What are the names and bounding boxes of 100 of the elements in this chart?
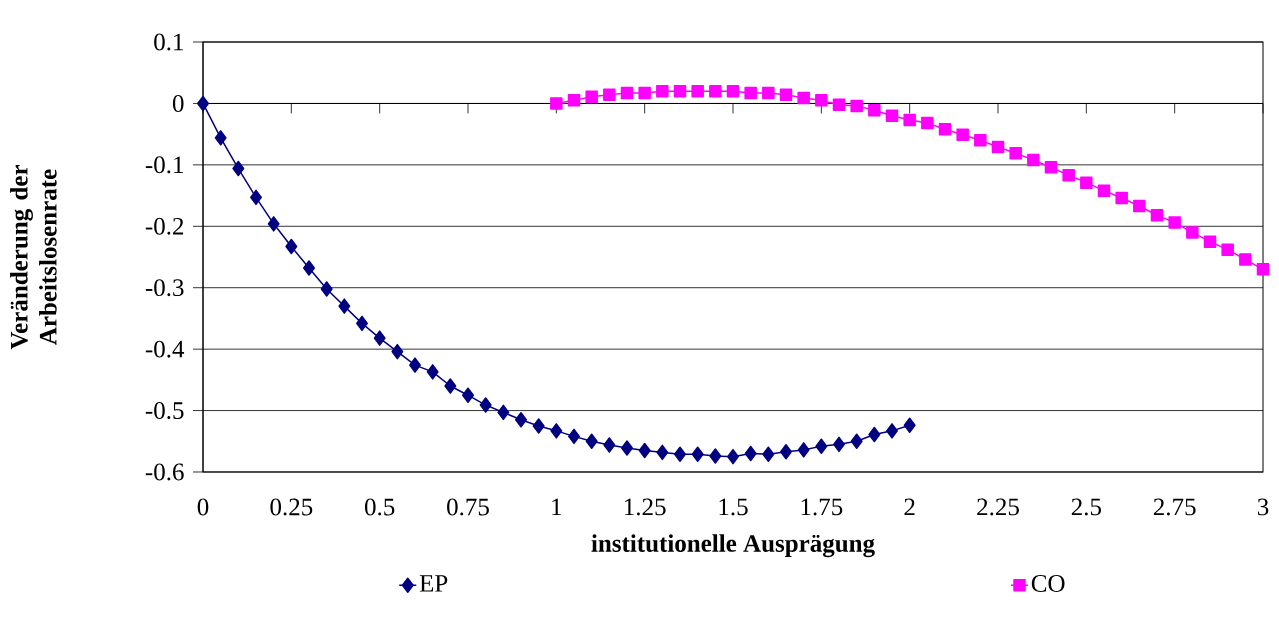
- point: [797, 442, 810, 458]
- point: [886, 423, 899, 439]
- point: [550, 97, 563, 110]
- point: [780, 443, 793, 460]
- x-tick-label: 0.5: [365, 498, 395, 516]
- point: [479, 397, 492, 413]
- point: [638, 86, 651, 100]
- x-tick-label: 2.25: [977, 498, 1019, 516]
- point: [991, 140, 1005, 154]
- y-tick-label: -0.5: [145, 402, 184, 420]
- y-tick-label: -0.4: [145, 340, 185, 358]
- point: [620, 86, 634, 100]
- x-tick-label: 3: [1257, 498, 1269, 516]
- point: [868, 426, 881, 443]
- x-tick-label: 2: [904, 498, 915, 516]
- point: [779, 88, 793, 102]
- point: [903, 417, 916, 434]
- point: [903, 113, 916, 127]
- point: [1027, 153, 1040, 167]
- point: [691, 446, 704, 462]
- point: [550, 423, 563, 439]
- point: [674, 446, 687, 462]
- legend-label: EP: [419, 575, 448, 592]
- point: [1115, 191, 1128, 205]
- point: [938, 122, 952, 136]
- point: [832, 98, 846, 111]
- y-tick-label: -0.1: [145, 156, 183, 174]
- point: [356, 315, 368, 332]
- point: [1044, 161, 1058, 174]
- x-tick-label: 0: [197, 498, 209, 516]
- point: [567, 94, 581, 107]
- point: [462, 387, 474, 403]
- point: [1239, 253, 1252, 266]
- y-tick-label: 0.1: [154, 33, 183, 51]
- point: [762, 446, 775, 462]
- point: [250, 189, 262, 206]
- y-tick-label: -0.2: [145, 217, 184, 235]
- point: [1097, 184, 1111, 197]
- point: [1186, 226, 1199, 239]
- point: [1168, 216, 1181, 229]
- point: [868, 103, 881, 117]
- point: [726, 84, 740, 98]
- y-tick-label: 0: [172, 95, 184, 112]
- x-tick-label: 2.75: [1153, 498, 1196, 516]
- point: [656, 84, 669, 98]
- point: [1221, 243, 1234, 256]
- point: [409, 357, 422, 373]
- point: [797, 91, 810, 105]
- y-tick-label: -0.6: [145, 463, 184, 481]
- point: [426, 364, 439, 380]
- point: [621, 440, 633, 456]
- x-tick-label: 1: [552, 498, 562, 516]
- point: [709, 84, 722, 98]
- point: [603, 88, 616, 102]
- point: [267, 216, 280, 232]
- point: [974, 134, 987, 147]
- x-tick-label: 1.5: [719, 498, 748, 516]
- point: [1062, 169, 1075, 182]
- point: [956, 128, 969, 142]
- y-axis-title: Veränderung der Arbeitslosenrate: [10, 164, 57, 350]
- point: [709, 448, 722, 464]
- point: [532, 418, 545, 434]
- point: [691, 84, 704, 98]
- point: [850, 433, 863, 450]
- point: [1009, 146, 1022, 160]
- point: [815, 438, 828, 454]
- point: [815, 94, 828, 107]
- point: [585, 90, 598, 103]
- legend-label: CO: [1031, 575, 1065, 592]
- point: [1256, 263, 1270, 276]
- point: [373, 330, 386, 346]
- point: [1080, 176, 1093, 189]
- point: [603, 437, 616, 453]
- x-tick-label: 0.25: [270, 498, 313, 516]
- y-tick-label: -0.3: [145, 279, 184, 297]
- point: [568, 428, 581, 445]
- point: [1150, 208, 1164, 222]
- point: [762, 86, 775, 100]
- point: [214, 130, 227, 146]
- point: [391, 343, 404, 360]
- point: [497, 404, 510, 421]
- point: [833, 436, 846, 453]
- point: [850, 99, 863, 113]
- point: [285, 238, 298, 255]
- x-tick-label: 2.5: [1071, 498, 1101, 516]
- point: [885, 109, 899, 122]
- x-axis-title: institutionelle Ausprägung: [591, 534, 875, 558]
- point: [338, 298, 351, 314]
- point: [197, 95, 209, 112]
- point: [303, 260, 316, 276]
- point: [444, 378, 457, 394]
- point: [1133, 199, 1146, 213]
- point: [232, 160, 245, 177]
- point: [656, 444, 669, 461]
- point: [727, 448, 739, 465]
- x-tick-label: 0.75: [447, 498, 489, 516]
- point: [320, 281, 333, 297]
- point: [921, 116, 934, 130]
- point: [638, 442, 651, 459]
- point: [673, 84, 687, 98]
